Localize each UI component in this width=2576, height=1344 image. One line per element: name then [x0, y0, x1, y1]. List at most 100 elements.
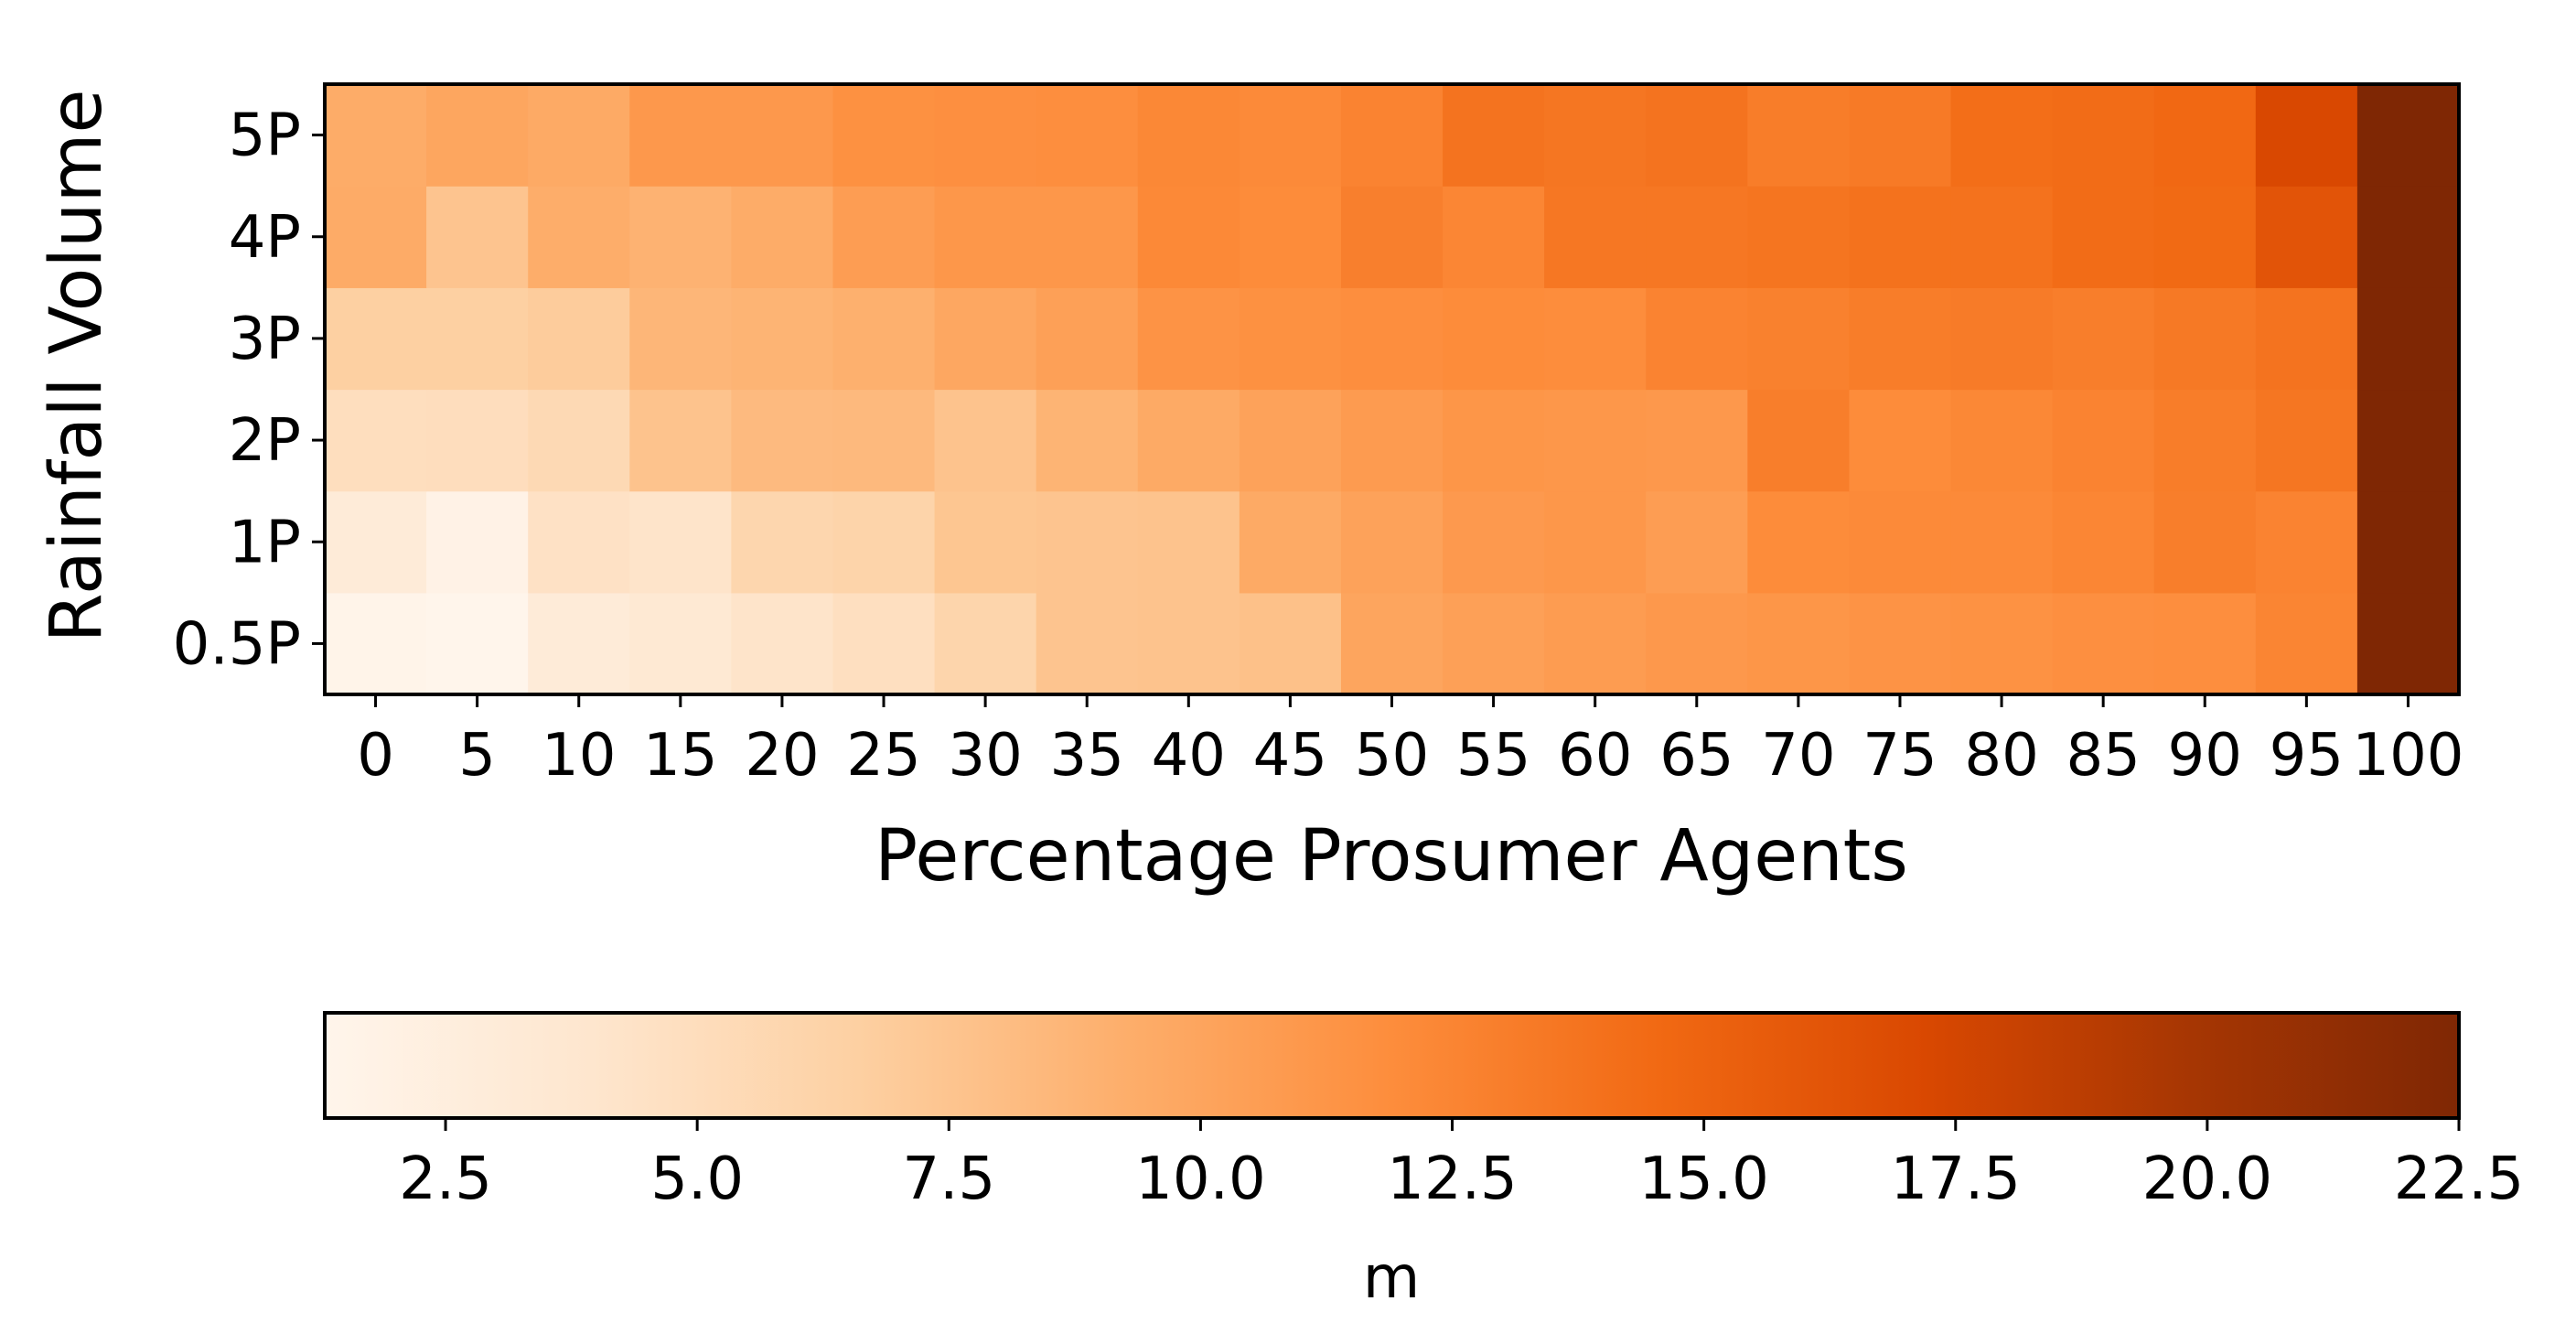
colorbar-fill	[325, 1013, 2459, 1118]
heatmap-cell	[2052, 287, 2155, 391]
heatmap-cell	[1849, 186, 1952, 288]
heatmap-cell	[731, 84, 834, 187]
heatmap-cell	[1747, 389, 1851, 492]
x-tick-label: 10	[542, 722, 616, 790]
x-tick-label: 75	[1862, 722, 1937, 790]
colorbar-tick-label: 12.5	[1387, 1145, 1518, 1213]
heatmap-cell	[1646, 490, 1748, 594]
heatmap-cell	[325, 84, 427, 187]
heatmap-cell	[528, 389, 630, 492]
heatmap-cell	[934, 389, 1037, 492]
colorbar-tick-label: 20.0	[2142, 1145, 2273, 1213]
heatmap-cell	[2153, 186, 2257, 288]
colorbar-label: m	[1363, 1244, 1420, 1312]
heatmap-cell	[731, 186, 834, 288]
heatmap-cell	[731, 490, 834, 594]
heatmap-cell	[1950, 490, 2054, 594]
heatmap-cell	[426, 84, 529, 187]
heatmap-cell	[426, 490, 529, 594]
heatmap-cell	[1950, 186, 2054, 288]
heatmap-cell	[1849, 389, 1952, 492]
y-tick-label: 3P	[229, 306, 301, 373]
heatmap-cell	[629, 186, 732, 288]
heatmap-cell	[1239, 287, 1342, 391]
heatmap-cell	[832, 84, 936, 187]
heatmap-cell	[1340, 186, 1444, 288]
heatmap-cell	[426, 389, 529, 492]
heatmap-cell	[2052, 186, 2155, 288]
heatmap-cell	[1950, 287, 2054, 391]
heatmap-cell	[1036, 186, 1139, 288]
heatmap-cell	[1747, 186, 1851, 288]
heatmap-cells	[325, 84, 2460, 695]
heatmap-cell	[2356, 592, 2460, 695]
heatmap-cell	[832, 287, 936, 391]
heatmap-cell	[1137, 186, 1240, 288]
x-tick-label: 35	[1049, 722, 1123, 790]
heatmap-cell	[934, 592, 1037, 695]
heatmap-cell	[832, 490, 936, 594]
x-tick-label: 65	[1659, 722, 1733, 790]
heatmap-cell	[731, 287, 834, 391]
heatmap-cell	[1239, 592, 1342, 695]
heatmap-cell	[1544, 592, 1647, 695]
heatmap-cell	[1239, 186, 1342, 288]
x-axis: 0 5 10 15 20 25 30 35 40 45 50 55 60 65 70 75 80 85 90 95 10…	[357, 694, 2464, 790]
heatmap-cell	[2052, 592, 2155, 695]
colorbar-tick-label: 5.0	[650, 1145, 744, 1213]
heatmap-cell	[629, 84, 732, 187]
heatmap-cell	[1544, 84, 1647, 187]
colorbar-tick-label: 15.0	[1638, 1145, 1769, 1213]
heatmap-cell	[528, 84, 630, 187]
x-tick-label: 30	[948, 722, 1022, 790]
heatmap-cell	[2255, 389, 2358, 492]
heatmap-cell	[325, 186, 427, 288]
heatmap-cell	[1544, 389, 1647, 492]
heatmap-cell	[1646, 186, 1748, 288]
heatmap-cell	[1443, 186, 1545, 288]
heatmap-cell	[1544, 186, 1647, 288]
heatmap-cell	[325, 592, 427, 695]
x-tick-label: 90	[2168, 722, 2242, 790]
heatmap-cell	[1036, 287, 1139, 391]
heatmap-cell	[832, 389, 936, 492]
heatmap-cell	[2255, 490, 2358, 594]
heatmap-cell	[1950, 592, 2054, 695]
x-tick-label: 95	[2270, 722, 2344, 790]
heatmap-cell	[1137, 490, 1240, 594]
heatmap-cell	[1340, 592, 1444, 695]
heatmap-cell	[2255, 287, 2358, 391]
heatmap-cell	[2255, 84, 2358, 187]
heatmap-cell	[1443, 84, 1545, 187]
x-tick-label: 40	[1152, 722, 1226, 790]
heatmap-cell	[426, 592, 529, 695]
heatmap-cell	[325, 389, 427, 492]
colorbar-tick-label: 7.5	[902, 1145, 995, 1213]
x-tick-label: 55	[1456, 722, 1530, 790]
heatmap-cell	[1747, 84, 1851, 187]
heatmap-cell	[1137, 389, 1240, 492]
heatmap-cell	[1036, 389, 1139, 492]
y-axis-label: Rainfall Volume	[36, 90, 118, 643]
x-tick-label: 50	[1355, 722, 1429, 790]
heatmap-cell	[934, 84, 1037, 187]
x-tick-label: 5	[458, 722, 496, 790]
heatmap-cell	[1239, 389, 1342, 492]
heatmap-cell	[528, 287, 630, 391]
heatmap-cell	[1443, 592, 1545, 695]
heatmap-cell	[1849, 490, 1952, 594]
heatmap-cell	[2356, 186, 2460, 288]
heatmap-cell	[629, 490, 732, 594]
heatmap-cell	[1646, 84, 1748, 187]
heatmap-cell	[731, 592, 834, 695]
x-tick-label: 85	[2066, 722, 2140, 790]
heatmap-cell	[2356, 84, 2460, 187]
heatmap-cell	[1849, 84, 1952, 187]
heatmap-cell	[2153, 490, 2257, 594]
heatmap-cell	[1137, 592, 1240, 695]
heatmap-cell	[2052, 490, 2155, 594]
x-tick-label: 60	[1558, 722, 1632, 790]
heatmap-cell	[2153, 389, 2257, 492]
colorbar-frame	[323, 1011, 2461, 1120]
